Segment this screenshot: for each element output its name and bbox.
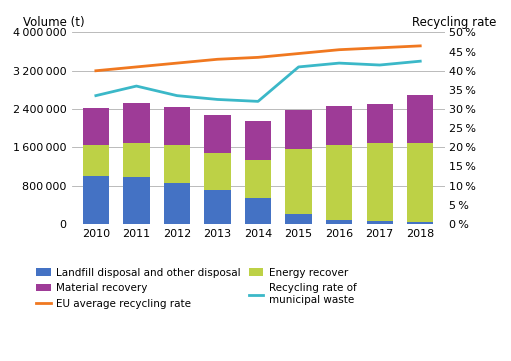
Text: Recycling rate: Recycling rate (412, 16, 497, 29)
Bar (366, 221, 393, 224)
Bar (245, 197, 271, 224)
Bar (245, 121, 271, 160)
Bar (164, 107, 190, 145)
Bar (164, 183, 190, 224)
Bar (204, 153, 230, 190)
Bar (123, 177, 150, 224)
Recycling rate of
municipal waste (377, 63, 383, 67)
Bar (204, 115, 230, 153)
Line: EU average recycling rate: EU average recycling rate (96, 46, 420, 71)
Recycling rate of
municipal waste (133, 84, 140, 88)
Bar (245, 160, 271, 197)
Bar (123, 103, 150, 143)
Bar (366, 104, 393, 143)
EU average recycling rate (215, 57, 221, 61)
Bar (164, 145, 190, 183)
Bar (286, 149, 312, 214)
Recycling rate of
municipal waste (215, 97, 221, 102)
Bar (407, 222, 433, 224)
EU average recycling rate (336, 48, 342, 52)
Bar (123, 143, 150, 177)
Bar (326, 220, 352, 224)
Bar (326, 106, 352, 145)
Bar (326, 145, 352, 220)
Text: Volume (t): Volume (t) (23, 16, 85, 29)
EU average recycling rate (377, 45, 383, 50)
Bar (366, 143, 393, 221)
EU average recycling rate (255, 55, 261, 60)
EU average recycling rate (93, 69, 99, 73)
Recycling rate of
municipal waste (417, 59, 423, 64)
Recycling rate of
municipal waste (336, 61, 342, 65)
Line: Recycling rate of
municipal waste: Recycling rate of municipal waste (96, 61, 420, 101)
Bar (204, 190, 230, 224)
Bar (83, 176, 109, 224)
Bar (83, 145, 109, 176)
Bar (407, 95, 433, 143)
EU average recycling rate (174, 61, 180, 65)
Bar (286, 214, 312, 224)
Recycling rate of
municipal waste (174, 93, 180, 98)
EU average recycling rate (133, 65, 140, 69)
Bar (286, 109, 312, 149)
Bar (83, 108, 109, 145)
EU average recycling rate (417, 44, 423, 48)
Legend: Landfill disposal and other disposal, Material recovery, EU average recycling ra: Landfill disposal and other disposal, Ma… (32, 264, 361, 313)
EU average recycling rate (295, 51, 301, 56)
Recycling rate of
municipal waste (255, 99, 261, 104)
Bar (407, 143, 433, 222)
Recycling rate of
municipal waste (295, 65, 301, 69)
Recycling rate of
municipal waste (93, 93, 99, 98)
